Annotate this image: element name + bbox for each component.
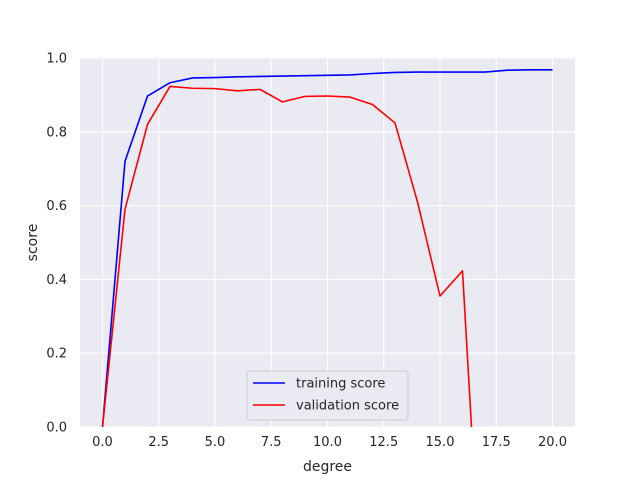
x-tick-label: 0.0 xyxy=(92,435,113,450)
series-line-0 xyxy=(101,69,553,427)
series-line-1 xyxy=(101,85,473,427)
x-tick-label: 17.5 xyxy=(482,435,511,450)
legend: training score validation score xyxy=(246,370,409,421)
x-tick-label: 20.0 xyxy=(538,435,567,450)
x-tick-labels: 0.0 2.5 5.0 7.5 10.0 12.5 15.0 17.5 20.0 xyxy=(92,435,567,450)
y-axis-label: score xyxy=(25,224,41,262)
x-axis-label: degree xyxy=(303,459,352,475)
x-tick-label: 7.5 xyxy=(261,435,282,450)
y-tick-label: 1.0 xyxy=(46,52,67,67)
legend-box xyxy=(246,370,409,421)
legend-label-0: training score xyxy=(296,377,385,392)
y-tick-label: 0.6 xyxy=(46,199,67,214)
y-tick-label: 0.4 xyxy=(46,273,67,288)
x-tick-label: 15.0 xyxy=(426,435,455,450)
x-tick-label: 10.0 xyxy=(313,435,342,450)
y-tick-labels: 0.0 0.2 0.4 0.6 0.8 1.0 xyxy=(46,52,67,436)
legend-label-1: validation score xyxy=(296,399,399,414)
x-tick-label: 12.5 xyxy=(369,435,398,450)
x-tick-label: 5.0 xyxy=(205,435,226,450)
y-tick-label: 0.2 xyxy=(46,347,67,362)
y-tick-label: 0.0 xyxy=(46,421,67,436)
series-lines xyxy=(101,69,553,427)
y-tick-label: 0.8 xyxy=(46,125,67,140)
grid xyxy=(80,57,575,428)
x-tick-label: 2.5 xyxy=(148,435,169,450)
